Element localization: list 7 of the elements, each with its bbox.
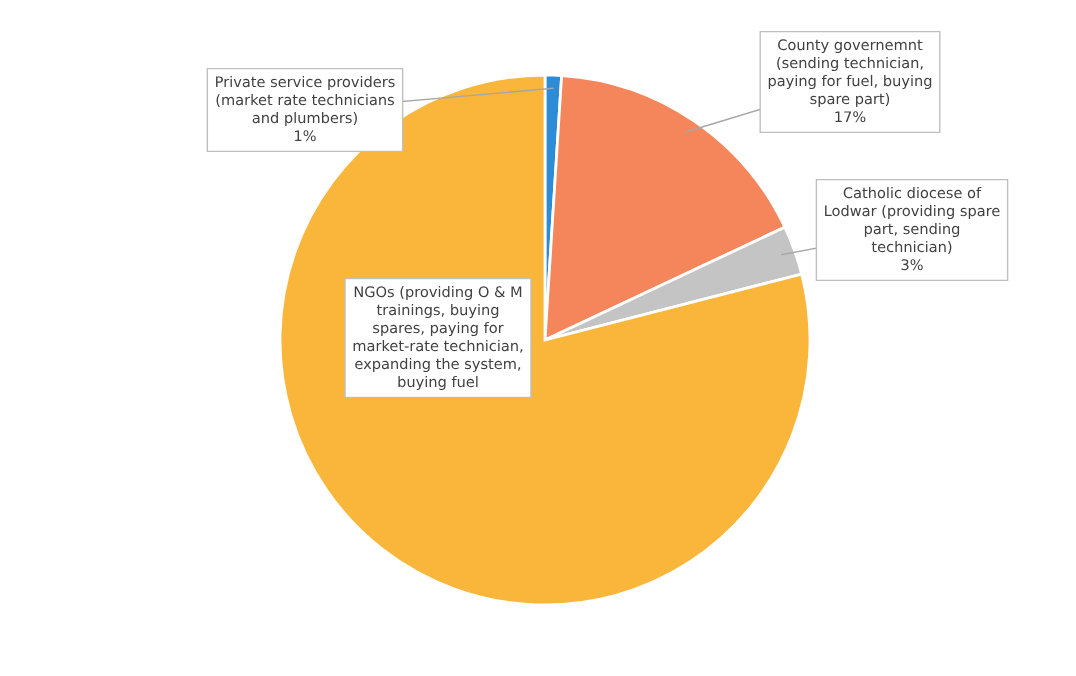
slice-label: Catholic diocese of Lodwar (providing spare part, sending technician) — [825, 186, 1000, 254]
data-label: 3% — [901, 259, 923, 271]
slice-label: County governemnt (sending technician, paying for fuel, buying spare part) — [768, 39, 932, 108]
data-label: 1% — [295, 130, 316, 142]
data-label: 17% — [835, 111, 866, 123]
slice-label: Private service providers (market rate technicians and plumbers) — [216, 75, 395, 127]
slice-label: NGOs (providing O & M trainings, buying spares, paying for market-rate technician, expanding the system, buying fuel — [353, 285, 523, 391]
